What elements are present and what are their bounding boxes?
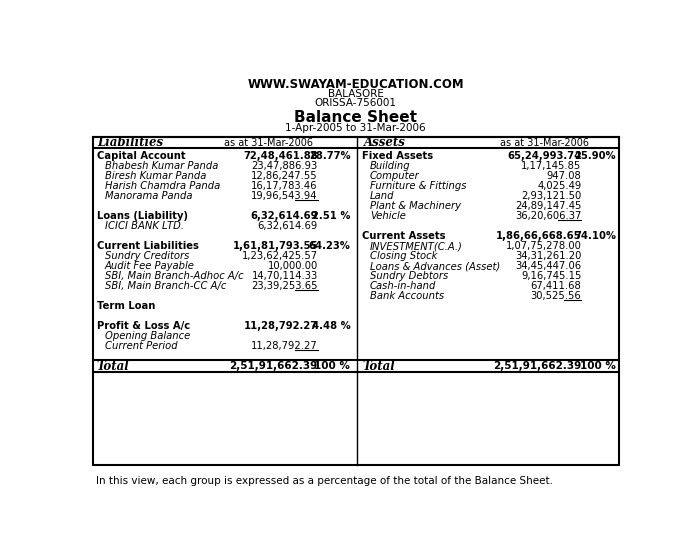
Text: 25.90%: 25.90% [575,151,616,161]
Text: 30,525.56: 30,525.56 [530,291,581,301]
Text: Capital Account: Capital Account [97,151,186,161]
Text: 28.77%: 28.77% [309,151,350,161]
Text: 64.23%: 64.23% [309,241,350,251]
Text: 1,86,66,668.65: 1,86,66,668.65 [496,231,581,241]
Text: WWW.SWAYAM-EDUCATION.COM: WWW.SWAYAM-EDUCATION.COM [247,78,464,91]
Text: ICICI BANK LTD.: ICICI BANK LTD. [105,221,183,231]
Text: 11,28,792.27: 11,28,792.27 [244,321,318,331]
Text: Current Assets: Current Assets [362,231,445,241]
Text: 10,000.00: 10,000.00 [268,261,318,271]
Text: 9,16,745.15: 9,16,745.15 [521,271,581,281]
Text: INVESTMENT(C.A.): INVESTMENT(C.A.) [370,241,463,251]
Text: Manorama Panda: Manorama Panda [105,191,193,201]
Text: 24,89,147.45: 24,89,147.45 [515,201,581,211]
Text: 947.08: 947.08 [546,171,581,181]
Text: 74.10%: 74.10% [574,231,616,241]
Text: Computer: Computer [370,171,420,181]
Text: 19,96,543.94: 19,96,543.94 [252,191,318,201]
Text: 16,17,783.46: 16,17,783.46 [252,181,318,191]
Text: Opening Balance: Opening Balance [105,331,190,341]
Text: SBI, Main Branch-Adhoc A/c: SBI, Main Branch-Adhoc A/c [105,271,243,281]
Text: Vehicle: Vehicle [370,211,406,221]
Text: Assets: Assets [363,136,405,149]
Text: 2,51,91,662.39: 2,51,91,662.39 [493,361,581,371]
Text: Building: Building [370,161,410,171]
Text: Biresh Kumar Panda: Biresh Kumar Panda [105,171,206,181]
Text: 23,47,886.93: 23,47,886.93 [252,161,318,171]
Text: as at 31-Mar-2006: as at 31-Mar-2006 [224,138,313,148]
Text: 1,61,81,793.55: 1,61,81,793.55 [232,241,318,251]
Text: Term Loan: Term Loan [97,301,155,311]
Text: 1,23,62,425.57: 1,23,62,425.57 [242,251,318,261]
Text: Loans & Advances (Asset): Loans & Advances (Asset) [370,261,500,271]
Text: as at 31-Mar-2006: as at 31-Mar-2006 [500,138,589,148]
Text: 65,24,993.74: 65,24,993.74 [507,151,581,161]
Text: Current Period: Current Period [105,341,177,351]
Text: Sundry Debtors: Sundry Debtors [370,271,448,281]
Text: Bhabesh Kumar Panda: Bhabesh Kumar Panda [105,161,218,171]
Text: 2,51,91,662.39: 2,51,91,662.39 [229,361,318,371]
Text: 6,32,614.69: 6,32,614.69 [250,211,318,221]
Text: 36,20,606.37: 36,20,606.37 [515,211,581,221]
Text: BALASORE: BALASORE [328,89,384,99]
Text: Cash-in-hand: Cash-in-hand [370,281,436,291]
Text: 14,70,114.33: 14,70,114.33 [252,271,318,281]
Text: Fixed Assets: Fixed Assets [362,151,433,161]
Text: 67,411.68: 67,411.68 [530,281,581,291]
Text: 1,07,75,278.00: 1,07,75,278.00 [505,241,581,251]
Text: Sundry Creditors: Sundry Creditors [105,251,189,261]
Text: Harish Chamdra Panda: Harish Chamdra Panda [105,181,220,191]
Text: SBI, Main Branch-CC A/c: SBI, Main Branch-CC A/c [105,281,226,291]
Text: 100 %: 100 % [315,361,350,371]
Text: Total: Total [362,360,395,373]
Text: ORISSA-756001: ORISSA-756001 [315,98,397,108]
Text: Closing Stock: Closing Stock [370,251,437,261]
Text: 34,31,261.20: 34,31,261.20 [515,251,581,261]
Text: 1-Apr-2005 to 31-Mar-2006: 1-Apr-2005 to 31-Mar-2006 [286,123,426,133]
Text: 34,45,447.06: 34,45,447.06 [515,261,581,271]
Text: 2,93,121.50: 2,93,121.50 [521,191,581,201]
Text: Audit Fee Payable: Audit Fee Payable [105,261,195,271]
Text: Profit & Loss A/c: Profit & Loss A/c [97,321,190,331]
Text: Current Liabilities: Current Liabilities [97,241,199,251]
Text: Liabilities: Liabilities [98,136,164,149]
Text: 4,025.49: 4,025.49 [537,181,581,191]
Text: 72,48,461.88: 72,48,461.88 [243,151,318,161]
Text: Bank Accounts: Bank Accounts [370,291,444,301]
Text: Total: Total [97,360,130,373]
Text: Loans (Liability): Loans (Liability) [97,211,188,221]
Text: 11,28,792.27: 11,28,792.27 [251,341,318,351]
Text: 4.48 %: 4.48 % [311,321,350,331]
Text: Furniture & Fittings: Furniture & Fittings [370,181,466,191]
Text: 12,86,247.55: 12,86,247.55 [251,171,318,181]
Text: 2.51 %: 2.51 % [312,211,350,221]
Text: Land: Land [370,191,394,201]
Text: 6,32,614.69: 6,32,614.69 [258,221,318,231]
Text: Balance Sheet: Balance Sheet [294,110,417,125]
Bar [93,137,619,465]
Text: 100 %: 100 % [580,361,616,371]
Text: 23,39,253.65: 23,39,253.65 [252,281,318,291]
Text: In this view, each group is expressed as a percentage of the total of the Balanc: In this view, each group is expressed as… [96,476,553,486]
Text: 1,17,145.85: 1,17,145.85 [521,161,581,171]
Text: Plant & Machinery: Plant & Machinery [370,201,461,211]
